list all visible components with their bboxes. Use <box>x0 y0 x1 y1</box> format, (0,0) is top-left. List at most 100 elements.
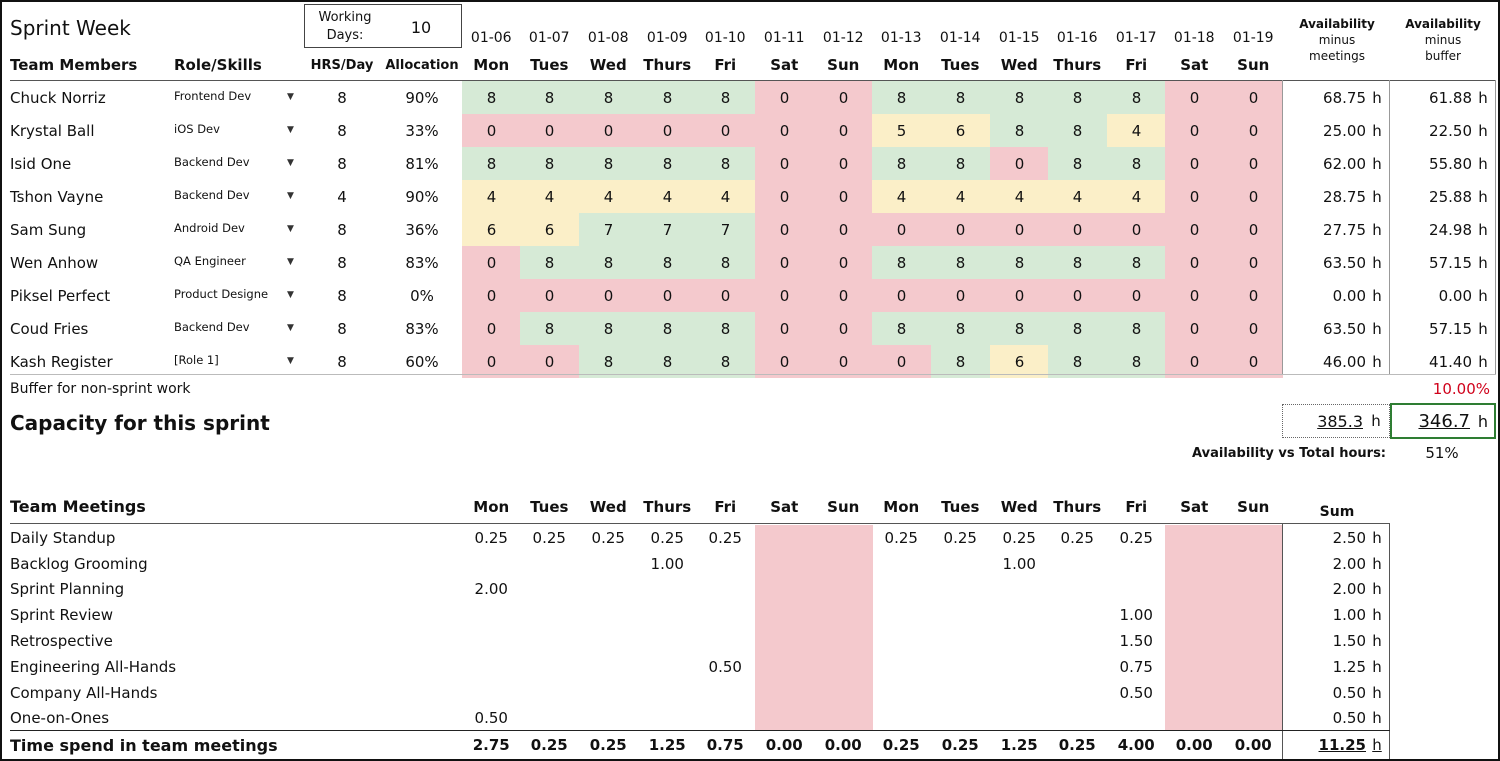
hrs-per-day[interactable]: 8 <box>337 352 347 371</box>
meeting-hours-cell[interactable] <box>814 602 873 628</box>
hours-cell[interactable]: 0 <box>1224 114 1283 147</box>
role-select[interactable]: Android Dev <box>174 220 245 235</box>
hours-cell[interactable]: 0 <box>638 279 697 312</box>
hours-cell[interactable]: 8 <box>1048 114 1107 147</box>
hours-cell[interactable]: 0 <box>990 147 1049 180</box>
meeting-hours-cell[interactable] <box>931 602 990 628</box>
meeting-hours-cell[interactable] <box>638 602 697 628</box>
hours-cell[interactable]: 8 <box>1107 312 1166 345</box>
meeting-hours-cell[interactable] <box>872 602 931 628</box>
hours-cell[interactable]: 0 <box>462 345 521 378</box>
hours-cell[interactable]: 0 <box>814 180 873 213</box>
meeting-hours-cell[interactable] <box>1048 577 1107 603</box>
meeting-hours-cell[interactable] <box>520 628 579 654</box>
hours-cell[interactable]: 0 <box>1165 246 1224 279</box>
hours-cell[interactable]: 0 <box>1107 279 1166 312</box>
meeting-hours-cell[interactable] <box>755 551 814 577</box>
meeting-hours-cell[interactable] <box>579 654 638 680</box>
hours-cell[interactable]: 0 <box>1224 180 1283 213</box>
meeting-hours-cell[interactable] <box>638 577 697 603</box>
meeting-hours-cell[interactable] <box>755 706 814 732</box>
meeting-hours-cell[interactable] <box>696 706 755 732</box>
meeting-hours-cell[interactable] <box>1224 654 1283 680</box>
meeting-hours-cell[interactable] <box>1224 706 1283 732</box>
meeting-hours-cell[interactable]: 0.50 <box>1119 683 1153 702</box>
role-select[interactable]: Frontend Dev <box>174 88 252 103</box>
meeting-hours-cell[interactable] <box>579 602 638 628</box>
meeting-hours-cell[interactable] <box>814 551 873 577</box>
hours-cell[interactable]: 0 <box>755 180 814 213</box>
hours-cell[interactable]: 8 <box>872 312 931 345</box>
hours-cell[interactable]: 0 <box>755 246 814 279</box>
hours-cell[interactable]: 8 <box>696 147 755 180</box>
hours-cell[interactable]: 0 <box>1165 345 1224 378</box>
hrs-per-day[interactable]: 4 <box>337 187 347 206</box>
hours-cell[interactable]: 0 <box>520 279 579 312</box>
hours-cell[interactable]: 8 <box>579 312 638 345</box>
hours-cell[interactable]: 0 <box>1165 81 1224 114</box>
meeting-hours-cell[interactable] <box>755 680 814 706</box>
hours-cell[interactable]: 0 <box>755 345 814 378</box>
chevron-down-icon[interactable]: ▼ <box>287 92 294 102</box>
hours-cell[interactable]: 8 <box>638 246 697 279</box>
role-select[interactable]: Product Designe <box>174 286 269 301</box>
meeting-hours-cell[interactable] <box>1048 602 1107 628</box>
hours-cell[interactable]: 8 <box>520 147 579 180</box>
hours-cell[interactable]: 8 <box>931 246 990 279</box>
meeting-hours-cell[interactable] <box>1048 654 1107 680</box>
meeting-hours-cell[interactable] <box>462 551 521 577</box>
meeting-hours-cell[interactable] <box>462 654 521 680</box>
chevron-down-icon[interactable]: ▼ <box>287 158 294 168</box>
hours-cell[interactable]: 0 <box>638 114 697 147</box>
hours-cell[interactable]: 0 <box>814 279 873 312</box>
meeting-hours-cell[interactable] <box>755 577 814 603</box>
hours-cell[interactable]: 8 <box>1048 246 1107 279</box>
meeting-hours-cell[interactable] <box>1107 577 1166 603</box>
hrs-per-day[interactable]: 8 <box>337 121 347 140</box>
meeting-hours-cell[interactable] <box>931 628 990 654</box>
meeting-hours-cell[interactable]: 1.00 <box>650 554 684 573</box>
hours-cell[interactable]: 0 <box>1165 180 1224 213</box>
meeting-hours-cell[interactable] <box>755 525 814 551</box>
hours-cell[interactable]: 0 <box>1224 345 1283 378</box>
hours-cell[interactable]: 8 <box>520 312 579 345</box>
meeting-hours-cell[interactable] <box>1224 628 1283 654</box>
hours-cell[interactable]: 0 <box>696 279 755 312</box>
hours-cell[interactable]: 6 <box>462 213 521 246</box>
hours-cell[interactable]: 0 <box>1048 279 1107 312</box>
role-select[interactable]: QA Engineer <box>174 253 246 268</box>
hours-cell[interactable]: 0 <box>1165 213 1224 246</box>
chevron-down-icon[interactable]: ▼ <box>287 191 294 201</box>
hours-cell[interactable]: 4 <box>520 180 579 213</box>
hours-cell[interactable]: 8 <box>696 312 755 345</box>
meeting-hours-cell[interactable]: 0.50 <box>474 709 508 728</box>
meeting-hours-cell[interactable]: 0.25 <box>650 528 684 547</box>
hours-cell[interactable]: 0 <box>755 213 814 246</box>
hours-cell[interactable]: 6 <box>990 345 1049 378</box>
meeting-hours-cell[interactable] <box>1165 654 1224 680</box>
hours-cell[interactable]: 8 <box>1048 81 1107 114</box>
meeting-hours-cell[interactable] <box>1224 680 1283 706</box>
meeting-hours-cell[interactable] <box>462 628 521 654</box>
hours-cell[interactable]: 8 <box>872 147 931 180</box>
meeting-hours-cell[interactable]: 0.25 <box>1002 528 1036 547</box>
meeting-hours-cell[interactable] <box>1165 628 1224 654</box>
hours-cell[interactable]: 8 <box>990 312 1049 345</box>
hours-cell[interactable]: 8 <box>579 246 638 279</box>
meeting-hours-cell[interactable] <box>814 628 873 654</box>
hours-cell[interactable]: 0 <box>755 147 814 180</box>
hours-cell[interactable]: 0 <box>931 279 990 312</box>
hours-cell[interactable]: 7 <box>696 213 755 246</box>
meeting-hours-cell[interactable] <box>520 577 579 603</box>
meeting-hours-cell[interactable] <box>696 577 755 603</box>
meeting-hours-cell[interactable] <box>462 680 521 706</box>
hours-cell[interactable]: 8 <box>1107 246 1166 279</box>
meeting-hours-cell[interactable]: 0.25 <box>884 528 918 547</box>
hours-cell[interactable]: 0 <box>931 213 990 246</box>
hours-cell[interactable]: 8 <box>638 81 697 114</box>
hours-cell[interactable]: 8 <box>931 312 990 345</box>
hours-cell[interactable]: 0 <box>814 147 873 180</box>
meeting-hours-cell[interactable] <box>990 680 1049 706</box>
meeting-hours-cell[interactable] <box>1048 680 1107 706</box>
hours-cell[interactable]: 8 <box>1048 312 1107 345</box>
